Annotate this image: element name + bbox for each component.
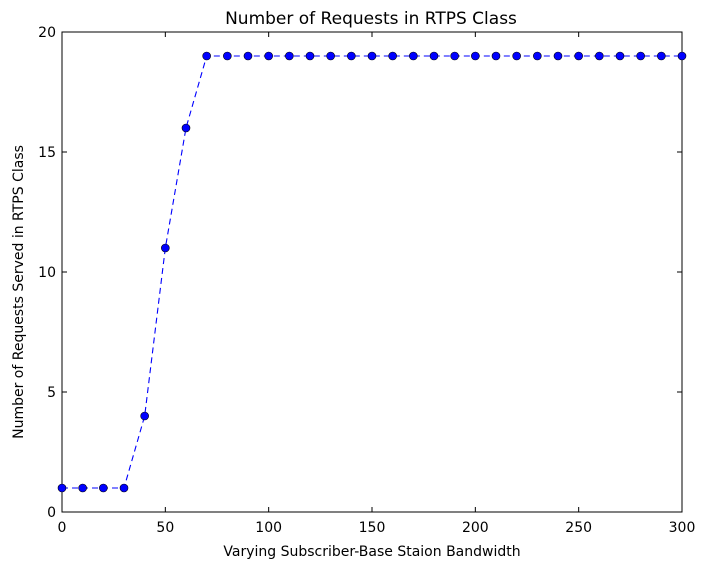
x-tick-label: 50 bbox=[156, 520, 174, 536]
data-point bbox=[429, 51, 439, 61]
chart-title: Number of Requests in RTPS Class bbox=[225, 9, 517, 29]
x-tick-label: 0 bbox=[58, 520, 67, 536]
data-point bbox=[471, 51, 480, 61]
data-point bbox=[636, 51, 645, 61]
plot-frame bbox=[61, 31, 683, 513]
data-point bbox=[388, 51, 397, 61]
data-point bbox=[285, 51, 294, 61]
data-point bbox=[326, 51, 335, 61]
data-point bbox=[533, 51, 542, 61]
x-tick-label: 250 bbox=[565, 520, 592, 536]
data-point bbox=[119, 483, 129, 493]
data-point bbox=[677, 51, 687, 61]
data-point bbox=[181, 123, 191, 133]
x-tick-label: 300 bbox=[669, 520, 696, 536]
axis-ticks: 0 50 100 150 200 250 300 0 5 10 15 20 bbox=[38, 25, 695, 536]
y-tick-label: 15 bbox=[38, 145, 56, 161]
y-tick-label: 0 bbox=[47, 505, 56, 521]
y-axis-label: Number of Requests Served in RTPS Class bbox=[11, 145, 27, 439]
data-point bbox=[657, 51, 666, 61]
data-point bbox=[553, 51, 563, 61]
series-line bbox=[62, 55, 682, 489]
data-point bbox=[595, 51, 604, 61]
y-tick-label: 10 bbox=[38, 265, 56, 281]
data-point bbox=[347, 51, 356, 61]
data-point bbox=[574, 51, 583, 61]
data-point bbox=[450, 51, 459, 61]
data-point bbox=[161, 243, 170, 253]
y-tick-label: 5 bbox=[47, 385, 56, 401]
data-point bbox=[264, 51, 273, 61]
data-point bbox=[99, 483, 108, 493]
x-axis-label: Varying Subscriber-Base Staion Bandwidth bbox=[223, 544, 520, 560]
data-point bbox=[243, 51, 253, 61]
y-tick-label: 20 bbox=[38, 25, 56, 41]
data-point bbox=[202, 51, 211, 61]
x-tick-label: 200 bbox=[462, 520, 489, 536]
data-point bbox=[140, 411, 149, 421]
data-point bbox=[512, 51, 521, 61]
data-point bbox=[57, 483, 67, 493]
data-point bbox=[305, 51, 315, 61]
x-tick-label: 100 bbox=[255, 520, 282, 536]
data-point bbox=[367, 51, 377, 61]
data-point bbox=[78, 483, 87, 493]
data-point bbox=[223, 51, 232, 61]
data-series bbox=[57, 51, 687, 493]
x-tick-label: 150 bbox=[359, 520, 386, 536]
data-point bbox=[409, 51, 418, 61]
data-point bbox=[491, 51, 501, 61]
data-point bbox=[615, 51, 625, 61]
